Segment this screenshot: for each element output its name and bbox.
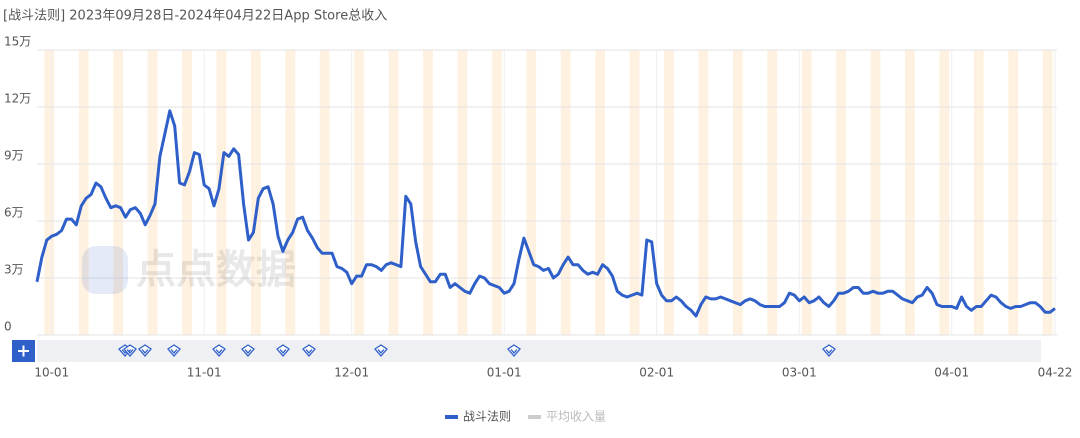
event-marker [374, 344, 388, 357]
event-markers [118, 344, 836, 357]
weekend-stripe [526, 50, 532, 335]
weekend-stripe [664, 50, 669, 335]
weekend-stripe [973, 50, 979, 335]
weekend-stripe [393, 50, 399, 335]
weekend-stripe [595, 50, 601, 335]
x-tick-label: 04-22 [1038, 366, 1073, 380]
weekend-stripe [182, 50, 187, 335]
weekend-stripe [698, 50, 704, 335]
x-tick-label: 10-01 [34, 366, 69, 380]
weekend-stripe [905, 50, 910, 335]
x-tick-label: 12-01 [334, 366, 369, 380]
weekend-stripe [875, 50, 881, 335]
weekend-stripe [423, 50, 428, 335]
weekend-stripe [250, 50, 256, 335]
weekend-stripe [836, 50, 842, 335]
weekend-stripe [285, 50, 291, 335]
watermark-text: 点点数据 [136, 247, 296, 293]
weekend-stripe [388, 50, 394, 335]
weekend-stripe [290, 50, 296, 335]
event-marker [276, 344, 290, 357]
weekend-stripe [909, 50, 915, 335]
weekend-stripe [186, 50, 192, 335]
event-bar [37, 340, 1041, 362]
weekend-stripe [113, 50, 119, 335]
weekend-stripe [427, 50, 433, 335]
weekend-stripe [629, 50, 635, 335]
weekend-stripe [319, 50, 325, 335]
weekend-stripe [531, 50, 537, 335]
series-line [35, 109, 1056, 318]
weekend-stripe [462, 50, 468, 335]
x-tick-label: 04-01 [934, 366, 969, 380]
weekend-stripe [359, 50, 365, 335]
weekend-stripe [491, 50, 497, 335]
watermark: 点点数据 [82, 246, 296, 294]
weekend-stripe [565, 50, 571, 335]
legend: 战斗法则 平均收入量 [445, 410, 606, 424]
y-tick-label: 6万 [4, 206, 24, 220]
weekend-stripe [806, 50, 812, 335]
weekend-stripe [1008, 50, 1014, 335]
weekend-stripe [496, 50, 502, 335]
event-marker [302, 344, 316, 357]
weekend-stripe [1047, 50, 1053, 335]
weekend-stripe [634, 50, 640, 335]
weekend-stripe [767, 50, 773, 335]
weekend-stripe [944, 50, 950, 335]
weekend-stripe [703, 50, 709, 335]
y-tick-label: 15万 [4, 35, 31, 49]
weekend-stripe [668, 50, 674, 335]
weekend-stripe [939, 50, 945, 335]
weekend-stripe [870, 50, 876, 335]
weekend-stripe [255, 50, 261, 335]
weekend-stripe [978, 50, 984, 335]
x-tick-label: 03-01 [782, 366, 817, 380]
plus-icon [18, 345, 29, 357]
event-marker [167, 344, 181, 357]
x-tick-label: 01-01 [487, 366, 522, 380]
y-tick-label: 12万 [4, 92, 31, 106]
chart-title: [战斗法则] 2023年09月28日-2024年04月22日App Store总… [3, 9, 387, 24]
weekend-stripe [560, 50, 566, 335]
x-tick-label: 02-01 [639, 366, 674, 380]
event-marker [822, 344, 836, 357]
y-tick-label: 0 [4, 320, 12, 334]
weekend-stripe [118, 50, 124, 335]
weekend-stripe [221, 50, 227, 335]
weekend-stripe [801, 50, 807, 335]
weekend-stripe [1042, 50, 1048, 335]
event-marker [241, 344, 255, 357]
x-tick-label: 11-01 [187, 366, 222, 380]
legend-label-inactive[interactable]: 平均收入量 [546, 410, 606, 424]
legend-label: 战斗法则 [463, 410, 511, 424]
weekend-stripe [354, 50, 360, 335]
y-tick-label: 9万 [4, 149, 24, 163]
weekend-stripe [44, 50, 50, 335]
watermark-logo [82, 246, 128, 294]
weekend-stripe [147, 50, 153, 335]
y-tick-label: 3万 [4, 263, 24, 277]
weekend-stripe [83, 50, 89, 335]
weekend-stripe [732, 50, 738, 335]
weekend-stripe [841, 50, 846, 335]
weekend-stripe [600, 50, 606, 335]
weekend-stripe [1013, 50, 1019, 335]
background-layer: 0 3万 6万 9万 12万 15万 [4, 35, 1057, 336]
event-marker [212, 344, 226, 357]
event-marker [138, 344, 152, 357]
weekend-stripe [737, 50, 743, 335]
event-marker [123, 344, 137, 357]
weekend-stripe [457, 50, 463, 335]
event-marker [507, 344, 521, 357]
weekend-stripe [772, 50, 778, 335]
weekend-stripe [78, 50, 84, 335]
weekend-stripe [324, 50, 330, 335]
